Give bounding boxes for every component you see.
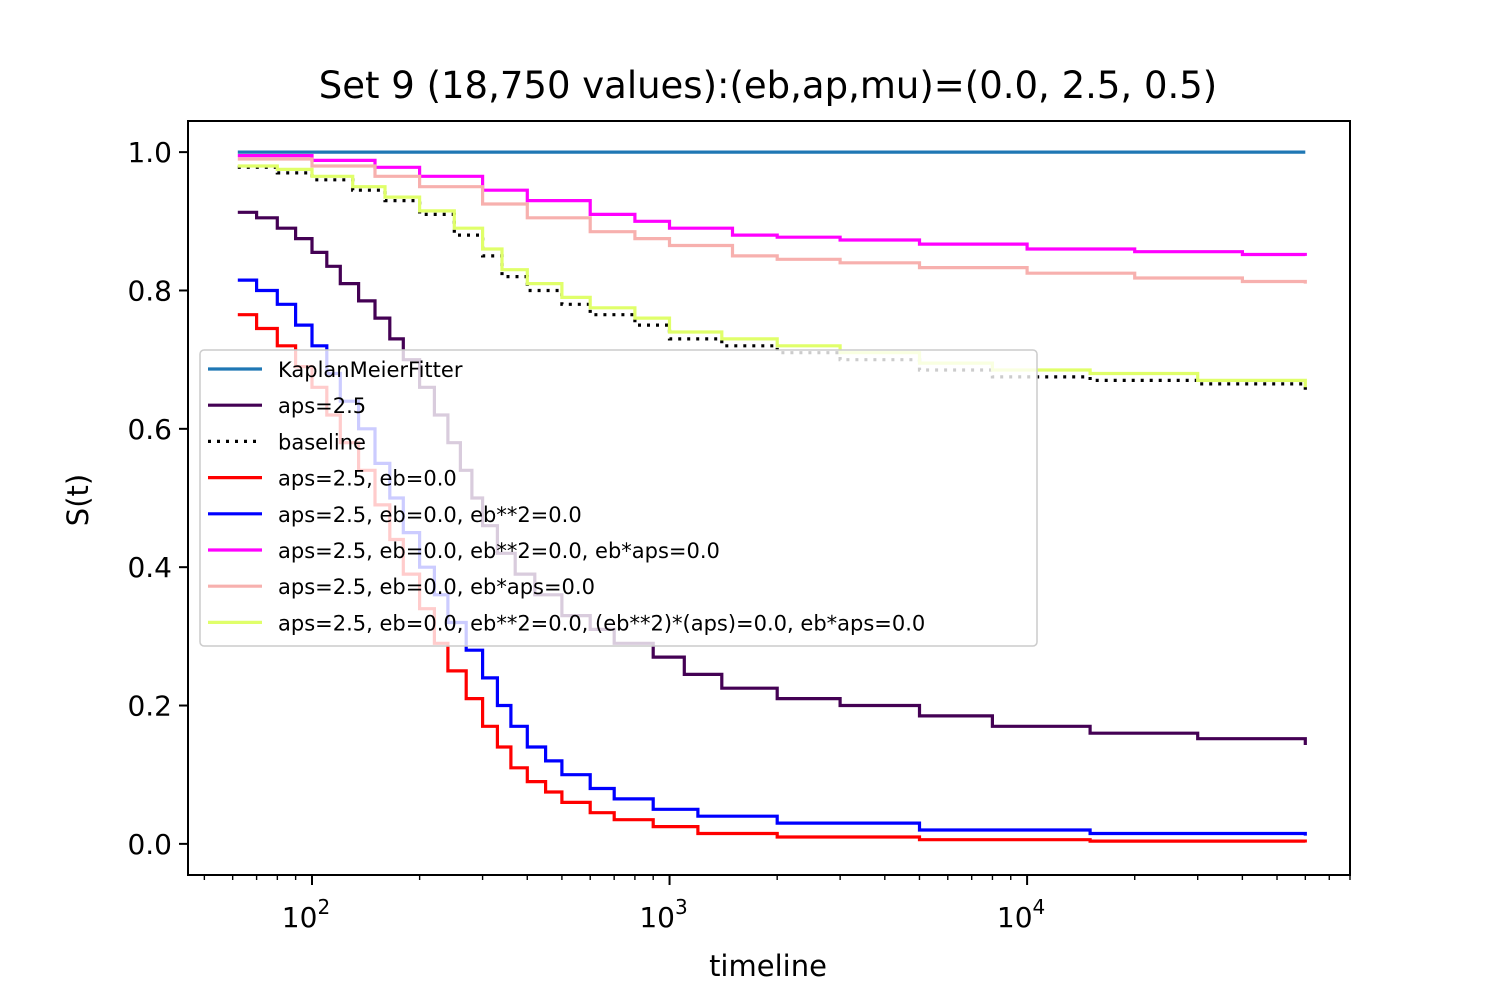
x-tick-label-1: 103 [639, 895, 687, 934]
y-tick-label-1: 0.2 [127, 690, 172, 723]
y-tick-label-0: 0.0 [127, 828, 172, 861]
series-line-5 [237, 154, 1307, 257]
legend: KaplanMeierFitter aps=2.5 baseline aps=2.5,… [199, 349, 1038, 647]
legend-label-6: aps=2.5, eb=0.0, eb*aps=0.0 [278, 575, 595, 599]
x-tick-label-2: 104 [997, 895, 1045, 934]
legend-label-5: aps=2.5, eb=0.0, eb**2=0.0, eb*aps=0.0 [278, 539, 720, 563]
legend-label-0: KaplanMeierFitter [278, 358, 463, 382]
legend-label-2: baseline [278, 430, 366, 454]
legend-label-7: aps=2.5, eb=0.0, eb**2=0.0, (eb**2)*(aps… [278, 611, 925, 635]
legend-box [199, 349, 1038, 647]
y-axis-label: S(t) [61, 474, 95, 526]
legend-label-3: aps=2.5, eb=0.0 [278, 467, 457, 491]
y-tick-label-3: 0.6 [127, 413, 172, 446]
legend-label-1: aps=2.5 [278, 394, 366, 418]
axes-frame [187, 120, 1351, 876]
y-tick-label-2: 0.4 [127, 551, 172, 584]
x-axis-label: timeline [709, 949, 827, 983]
chart-title: Set 9 (18,750 values):(eb,ap,mu)=(0.0, 2… [319, 64, 1217, 107]
x-tick-label-0: 102 [282, 895, 330, 934]
legend-label-4: aps=2.5, eb=0.0, eb**2=0.0 [278, 503, 582, 527]
series-line-6 [237, 157, 1307, 284]
y-tick-label-4: 0.8 [127, 274, 172, 307]
y-tick-label-5: 1.0 [127, 136, 172, 169]
